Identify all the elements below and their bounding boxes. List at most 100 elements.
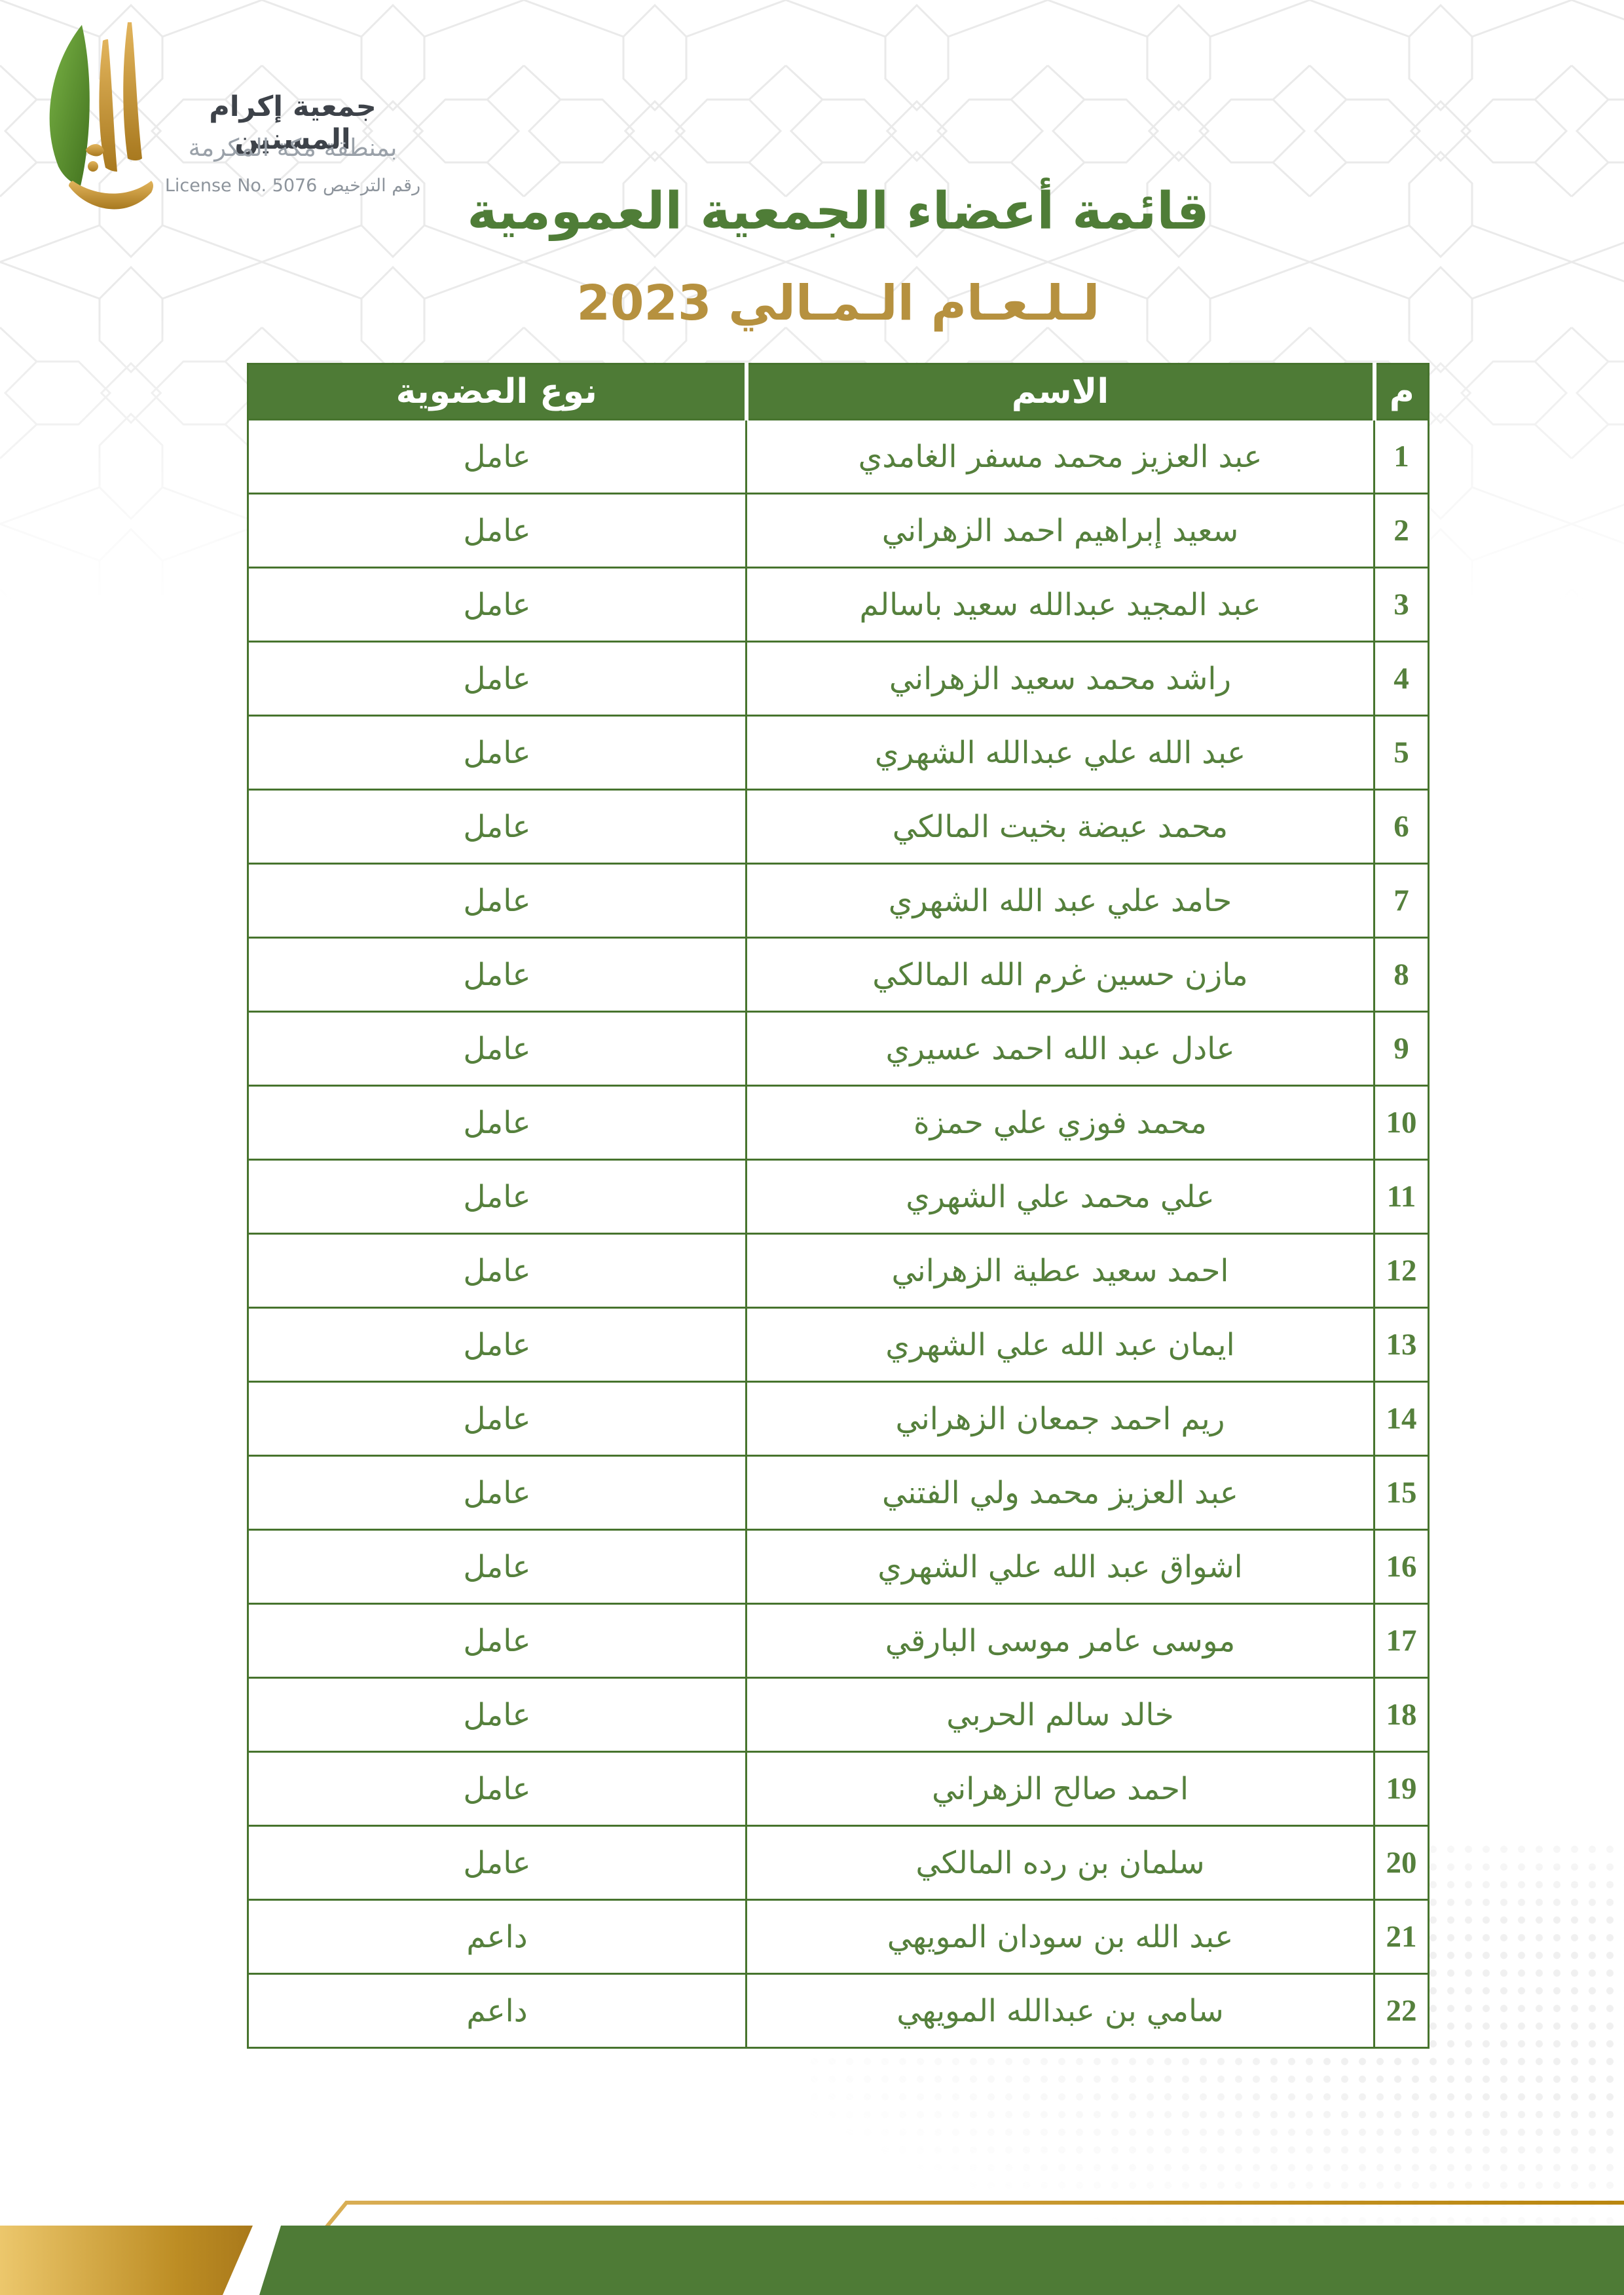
member-serial: 9 bbox=[1373, 1011, 1430, 1087]
member-name: حامد علي عبد الله الشهري bbox=[745, 863, 1375, 939]
table-row: 15 عبد العزيز محمد ولي الفتني عامل bbox=[247, 1455, 1430, 1531]
member-serial: 10 bbox=[1373, 1085, 1430, 1161]
member-serial: 21 bbox=[1373, 1899, 1430, 1975]
header-serial: م bbox=[1372, 363, 1430, 420]
member-serial: 1 bbox=[1373, 419, 1430, 494]
member-name: عبد المجيد عبدالله سعيد باسالم bbox=[745, 567, 1375, 643]
member-serial: 5 bbox=[1373, 715, 1430, 791]
member-serial: 14 bbox=[1373, 1381, 1430, 1457]
member-name: عادل عبد الله احمد عسيري bbox=[745, 1011, 1375, 1087]
member-type: عامل bbox=[247, 1751, 747, 1827]
org-logo-icon bbox=[49, 22, 153, 210]
member-type: عامل bbox=[247, 1011, 747, 1087]
org-license-number: License No. 5076 رقم الترخيص bbox=[164, 176, 421, 196]
table-row: 22 سامي بن عبدالله المويهي داعم bbox=[247, 1973, 1430, 2049]
member-type: عامل bbox=[247, 1825, 747, 1901]
member-type: عامل bbox=[247, 641, 747, 717]
member-name: خالد سالم الحربي bbox=[745, 1677, 1375, 1753]
member-serial: 4 bbox=[1373, 641, 1430, 717]
member-name: ايمان عبد الله علي الشهري bbox=[745, 1307, 1375, 1383]
member-serial: 15 bbox=[1373, 1455, 1430, 1531]
member-type: عامل bbox=[247, 1307, 747, 1383]
member-type: عامل bbox=[247, 1085, 747, 1161]
member-type: عامل bbox=[247, 937, 747, 1013]
table-row: 4 راشد محمد سعيد الزهراني عامل bbox=[247, 641, 1430, 717]
table-row: 14 ريم احمد جمعان الزهراني عامل bbox=[247, 1381, 1430, 1457]
member-name: سعيد إبراهيم احمد الزهراني bbox=[745, 493, 1375, 569]
table-row: 10 محمد فوزي علي حمزة عامل bbox=[247, 1085, 1430, 1161]
table-row: 20 سلمان بن رده المالكي عامل bbox=[247, 1825, 1430, 1901]
member-serial: 12 bbox=[1373, 1233, 1430, 1309]
member-name: محمد عيضة بخيت المالكي bbox=[745, 789, 1375, 865]
table-row: 21 عبد الله بن سودان المويهي داعم bbox=[247, 1899, 1430, 1975]
footer-ornament bbox=[0, 2201, 1624, 2295]
member-type: عامل bbox=[247, 493, 747, 569]
member-type: عامل bbox=[247, 1603, 747, 1679]
member-serial: 19 bbox=[1373, 1751, 1430, 1827]
member-name: مازن حسين غرم الله المالكي bbox=[745, 937, 1375, 1013]
table-row: 3 عبد المجيد عبدالله سعيد باسالم عامل bbox=[247, 567, 1430, 643]
member-type: عامل bbox=[247, 1159, 747, 1235]
member-serial: 6 bbox=[1373, 789, 1430, 865]
footer-gold-line bbox=[323, 2201, 1624, 2230]
footer-gold-band bbox=[0, 2226, 253, 2295]
header-name: الاسم bbox=[744, 363, 1375, 420]
member-serial: 13 bbox=[1373, 1307, 1430, 1383]
table-row: 2 سعيد إبراهيم احمد الزهراني عامل bbox=[247, 493, 1430, 569]
member-type: عامل bbox=[247, 1233, 747, 1309]
member-type: عامل bbox=[247, 863, 747, 939]
header-membership: نوع العضوية bbox=[247, 363, 747, 420]
member-name: سلمان بن رده المالكي bbox=[745, 1825, 1375, 1901]
member-name: عبد العزيز محمد مسفر الغامدي bbox=[745, 419, 1375, 494]
member-name: ريم احمد جمعان الزهراني bbox=[745, 1381, 1375, 1457]
table-row: 17 موسى عامر موسى البارقي عامل bbox=[247, 1603, 1430, 1679]
member-serial: 3 bbox=[1373, 567, 1430, 643]
table-row: 13 ايمان عبد الله علي الشهري عامل bbox=[247, 1307, 1430, 1383]
member-type: عامل bbox=[247, 419, 747, 494]
table-row: 8 مازن حسين غرم الله المالكي عامل bbox=[247, 937, 1430, 1013]
member-serial: 18 bbox=[1373, 1677, 1430, 1753]
member-name: علي محمد علي الشهري bbox=[745, 1159, 1375, 1235]
member-serial: 17 bbox=[1373, 1603, 1430, 1679]
member-name: احمد صالح الزهراني bbox=[745, 1751, 1375, 1827]
table-row: 6 محمد عيضة بخيت المالكي عامل bbox=[247, 789, 1430, 865]
table-row: 1 عبد العزيز محمد مسفر الغامدي عامل bbox=[247, 419, 1430, 494]
table-row: 16 اشواق عبد الله علي الشهري عامل bbox=[247, 1529, 1430, 1605]
member-type: عامل bbox=[247, 1455, 747, 1531]
member-type: عامل bbox=[247, 1381, 747, 1457]
member-serial: 16 bbox=[1373, 1529, 1430, 1605]
member-name: محمد فوزي علي حمزة bbox=[745, 1085, 1375, 1161]
page-title: قائمة أعضاء الجمعية العمومية bbox=[467, 182, 1209, 241]
member-type: عامل bbox=[247, 789, 747, 865]
member-name: اشواق عبد الله علي الشهري bbox=[745, 1529, 1375, 1605]
page-subtitle-year: لـلـعـام الـمـالي 2023 bbox=[576, 275, 1100, 331]
member-serial: 11 bbox=[1373, 1159, 1430, 1235]
member-name: عبد الله بن سودان المويهي bbox=[745, 1899, 1375, 1975]
org-name: جمعية إكرام المسنين bbox=[209, 90, 377, 156]
member-serial: 7 bbox=[1373, 863, 1430, 939]
table-row: 9 عادل عبد الله احمد عسيري عامل bbox=[247, 1011, 1430, 1087]
member-type: عامل bbox=[247, 1529, 747, 1605]
table-header-row: م الاسم نوع العضوية bbox=[247, 363, 1430, 420]
member-serial: 8 bbox=[1373, 937, 1430, 1013]
table-row: 5 عبد الله علي عبدالله الشهري عامل bbox=[247, 715, 1430, 791]
footer-green-band bbox=[259, 2226, 1624, 2295]
table-row: 18 خالد سالم الحربي عامل bbox=[247, 1677, 1430, 1753]
member-name: احمد سعيد عطية الزهراني bbox=[745, 1233, 1375, 1309]
leaf-icon bbox=[49, 25, 90, 186]
member-name: عبد الله علي عبدالله الشهري bbox=[745, 715, 1375, 791]
member-type: داعم bbox=[247, 1973, 747, 2049]
org-region: بمنطقة مكة المكرمة bbox=[188, 134, 397, 162]
member-table-body: 1 عبد العزيز محمد مسفر الغامدي عامل 2 سع… bbox=[247, 419, 1430, 2049]
table-row: 7 حامد علي عبد الله الشهري عامل bbox=[247, 863, 1430, 939]
member-name: موسى عامر موسى البارقي bbox=[745, 1603, 1375, 1679]
member-serial: 22 bbox=[1373, 1973, 1430, 2049]
member-name: عبد العزيز محمد ولي الفتني bbox=[745, 1455, 1375, 1531]
member-serial: 2 bbox=[1373, 493, 1430, 569]
member-name: راشد محمد سعيد الزهراني bbox=[745, 641, 1375, 717]
member-name: سامي بن عبدالله المويهي bbox=[745, 1973, 1375, 2049]
members-table: م الاسم نوع العضوية 1 عبد العزيز محمد مس… bbox=[247, 363, 1430, 2049]
table-row: 12 احمد سعيد عطية الزهراني عامل bbox=[247, 1233, 1430, 1309]
member-type: عامل bbox=[247, 567, 747, 643]
table-row: 11 علي محمد علي الشهري عامل bbox=[247, 1159, 1430, 1235]
